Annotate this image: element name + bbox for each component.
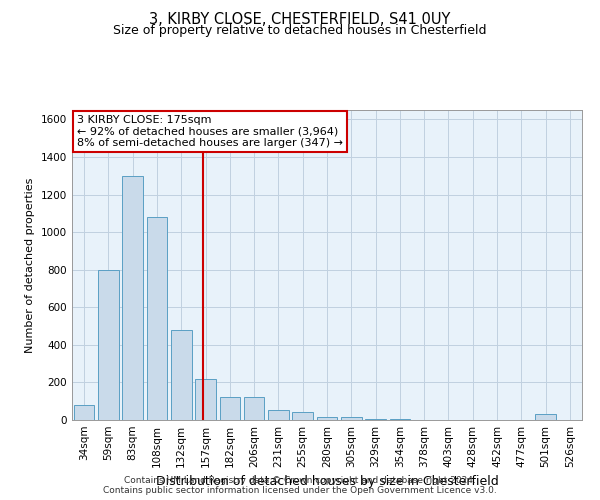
- Bar: [317, 417, 337, 420]
- Bar: [146, 217, 167, 420]
- Text: 3 KIRBY CLOSE: 175sqm
← 92% of detached houses are smaller (3,964)
8% of semi-de: 3 KIRBY CLOSE: 175sqm ← 92% of detached …: [77, 114, 343, 148]
- Bar: [389, 419, 410, 420]
- Bar: [195, 378, 216, 420]
- Bar: [74, 405, 94, 420]
- Bar: [122, 176, 143, 420]
- Bar: [292, 412, 313, 420]
- Bar: [341, 417, 362, 420]
- Bar: [98, 270, 119, 420]
- Y-axis label: Number of detached properties: Number of detached properties: [25, 178, 35, 352]
- X-axis label: Distribution of detached houses by size in Chesterfield: Distribution of detached houses by size …: [155, 476, 499, 488]
- Bar: [244, 398, 265, 420]
- Bar: [220, 398, 240, 420]
- Bar: [535, 414, 556, 420]
- Text: Size of property relative to detached houses in Chesterfield: Size of property relative to detached ho…: [113, 24, 487, 37]
- Bar: [268, 410, 289, 420]
- Text: 3, KIRBY CLOSE, CHESTERFIELD, S41 0UY: 3, KIRBY CLOSE, CHESTERFIELD, S41 0UY: [149, 12, 451, 28]
- Bar: [365, 419, 386, 420]
- Text: Contains HM Land Registry data © Crown copyright and database right 2024.: Contains HM Land Registry data © Crown c…: [124, 476, 476, 485]
- Bar: [171, 330, 191, 420]
- Text: Contains public sector information licensed under the Open Government Licence v3: Contains public sector information licen…: [103, 486, 497, 495]
